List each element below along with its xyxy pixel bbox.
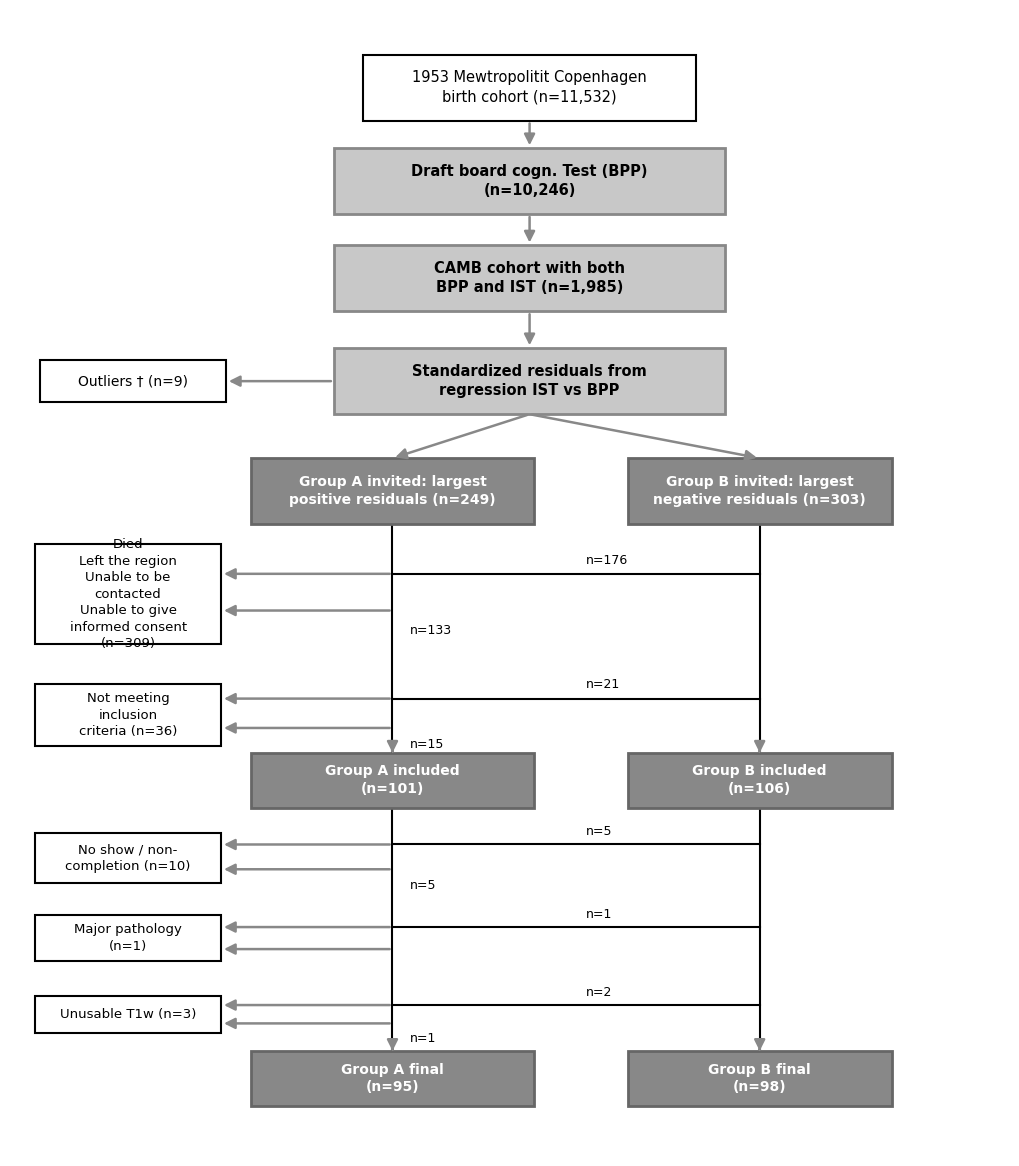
FancyBboxPatch shape — [40, 360, 226, 402]
Text: n=1: n=1 — [410, 1032, 436, 1045]
Text: Draft board cogn. Test (BPP)
(n=10,246): Draft board cogn. Test (BPP) (n=10,246) — [411, 164, 647, 198]
Text: Not meeting
inclusion
criteria (n=36): Not meeting inclusion criteria (n=36) — [78, 693, 177, 738]
Text: n=15: n=15 — [410, 738, 444, 751]
Text: n=176: n=176 — [585, 554, 628, 567]
Text: Group A included
(n=101): Group A included (n=101) — [325, 765, 460, 796]
Text: Group A final
(n=95): Group A final (n=95) — [340, 1062, 443, 1095]
FancyBboxPatch shape — [251, 1051, 534, 1107]
Text: n=21: n=21 — [585, 679, 620, 691]
Text: Group B included
(n=106): Group B included (n=106) — [692, 765, 826, 796]
FancyBboxPatch shape — [35, 543, 221, 645]
Text: Group B final
(n=98): Group B final (n=98) — [707, 1062, 810, 1095]
FancyBboxPatch shape — [35, 684, 221, 746]
Text: Group B invited: largest
negative residuals (n=303): Group B invited: largest negative residu… — [653, 476, 865, 507]
Text: Group A invited: largest
positive residuals (n=249): Group A invited: largest positive residu… — [289, 476, 495, 507]
FancyBboxPatch shape — [251, 458, 534, 525]
Text: n=2: n=2 — [585, 985, 611, 999]
FancyBboxPatch shape — [251, 753, 534, 808]
Text: CAMB cohort with both
BPP and IST (n=1,985): CAMB cohort with both BPP and IST (n=1,9… — [434, 261, 625, 295]
FancyBboxPatch shape — [333, 245, 725, 311]
Text: Died
Left the region
Unable to be
contacted
Unable to give
informed consent
(n=3: Died Left the region Unable to be contac… — [69, 538, 186, 649]
FancyBboxPatch shape — [35, 915, 221, 961]
FancyBboxPatch shape — [35, 833, 221, 884]
Text: Standardized residuals from
regression IST vs BPP: Standardized residuals from regression I… — [412, 364, 646, 399]
FancyBboxPatch shape — [627, 458, 891, 525]
Text: n=1: n=1 — [585, 907, 611, 921]
FancyBboxPatch shape — [35, 996, 221, 1033]
FancyBboxPatch shape — [627, 1051, 891, 1107]
Text: Major pathology
(n=1): Major pathology (n=1) — [74, 923, 181, 953]
Text: 1953 Mewtropolitit Copenhagen
birth cohort (n=11,532): 1953 Mewtropolitit Copenhagen birth coho… — [412, 70, 646, 105]
FancyBboxPatch shape — [627, 753, 891, 808]
Text: No show / non-
completion (n=10): No show / non- completion (n=10) — [65, 843, 191, 873]
FancyBboxPatch shape — [333, 148, 725, 215]
Text: n=133: n=133 — [410, 624, 451, 637]
FancyBboxPatch shape — [333, 349, 725, 414]
Text: n=5: n=5 — [585, 826, 611, 838]
Text: n=5: n=5 — [410, 879, 436, 892]
Text: Outliers † (n=9): Outliers † (n=9) — [77, 374, 187, 388]
FancyBboxPatch shape — [363, 55, 695, 120]
Text: Unusable T1w (n=3): Unusable T1w (n=3) — [60, 1007, 196, 1020]
